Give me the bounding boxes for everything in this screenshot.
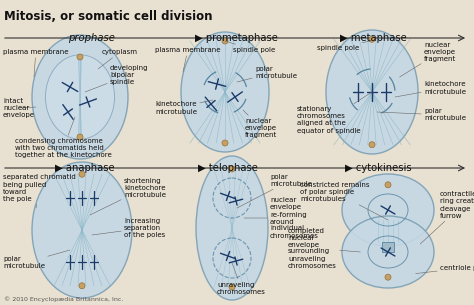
Text: cytoplasm: cytoplasm (98, 49, 138, 69)
Text: ▶ prometaphase: ▶ prometaphase (195, 33, 278, 43)
Text: polar
microtubule: polar microtubule (237, 174, 312, 208)
Text: constricted remains
of polar spindle
microtubules: constricted remains of polar spindle mic… (300, 182, 388, 220)
Text: polar
microtubule: polar microtubule (3, 250, 70, 270)
Text: nuclear
envelope
fragment: nuclear envelope fragment (243, 110, 277, 138)
Text: plasma membrane: plasma membrane (155, 47, 220, 72)
Bar (382, 242, 394, 252)
Text: shortening
kinetochore
microtubule: shortening kinetochore microtubule (90, 178, 166, 215)
Text: Mitosis, or somatic cell division: Mitosis, or somatic cell division (4, 10, 212, 23)
Circle shape (385, 274, 391, 280)
Text: spindle pole: spindle pole (317, 41, 372, 51)
Text: nuclear
envelope
re-forming
around
individual
chromosomes: nuclear envelope re-forming around indiv… (244, 198, 319, 239)
Text: completed
nuclear
envelope
surrounding
unraveling
chromosomes: completed nuclear envelope surrounding u… (288, 228, 360, 268)
Circle shape (369, 36, 375, 42)
Circle shape (79, 283, 85, 289)
Text: centriole pair: centriole pair (416, 265, 474, 274)
Text: polar
microtubule: polar microtubule (377, 109, 466, 121)
Text: condensing chromosome
with two chromatids held
together at the kinetochore: condensing chromosome with two chromatid… (15, 117, 112, 158)
Text: stationary
chromosomes
aligned at the
equator of spindle: stationary chromosomes aligned at the eq… (297, 92, 372, 134)
Text: prophase: prophase (68, 33, 115, 43)
Circle shape (222, 140, 228, 146)
Circle shape (79, 171, 85, 177)
Circle shape (222, 38, 228, 44)
Text: plasma membrane: plasma membrane (3, 49, 69, 77)
Circle shape (77, 54, 83, 60)
Text: intact
nuclear
envelope: intact nuclear envelope (3, 98, 36, 118)
Text: © 2010 Encyclopædia Britannica, Inc.: © 2010 Encyclopædia Britannica, Inc. (4, 296, 123, 302)
Text: spindle pole: spindle pole (225, 41, 275, 53)
Text: polar
microtubule: polar microtubule (237, 66, 297, 82)
Text: nuclear
envelope
fragment: nuclear envelope fragment (400, 42, 456, 77)
Text: ▶ anaphase: ▶ anaphase (55, 163, 115, 173)
Text: ▶ metaphase: ▶ metaphase (340, 33, 407, 43)
Circle shape (229, 284, 235, 290)
Ellipse shape (326, 30, 418, 154)
Text: ▶ telophase: ▶ telophase (198, 163, 258, 173)
Ellipse shape (342, 174, 434, 246)
Text: ▶ cytokinesis: ▶ cytokinesis (345, 163, 411, 173)
Text: increasing
separation
of the poles: increasing separation of the poles (92, 218, 165, 238)
Text: separated chromatid
being pulled
toward
the pole: separated chromatid being pulled toward … (3, 174, 76, 208)
Text: kinetochore
microtubule: kinetochore microtubule (155, 100, 213, 114)
Ellipse shape (342, 216, 434, 288)
Ellipse shape (32, 35, 128, 159)
Text: unraveling
chromosomes: unraveling chromosomes (217, 263, 266, 295)
Circle shape (229, 166, 235, 172)
Text: kinetochore
microtubule: kinetochore microtubule (395, 81, 466, 97)
Circle shape (369, 142, 375, 148)
Circle shape (385, 182, 391, 188)
Ellipse shape (46, 55, 115, 139)
Text: developing
bipolar
spindle: developing bipolar spindle (85, 65, 148, 92)
Ellipse shape (32, 162, 132, 298)
Ellipse shape (181, 32, 269, 152)
Text: contractile
ring creating
cleavage
furrow: contractile ring creating cleavage furro… (420, 192, 474, 244)
Ellipse shape (196, 156, 268, 300)
Circle shape (77, 134, 83, 140)
